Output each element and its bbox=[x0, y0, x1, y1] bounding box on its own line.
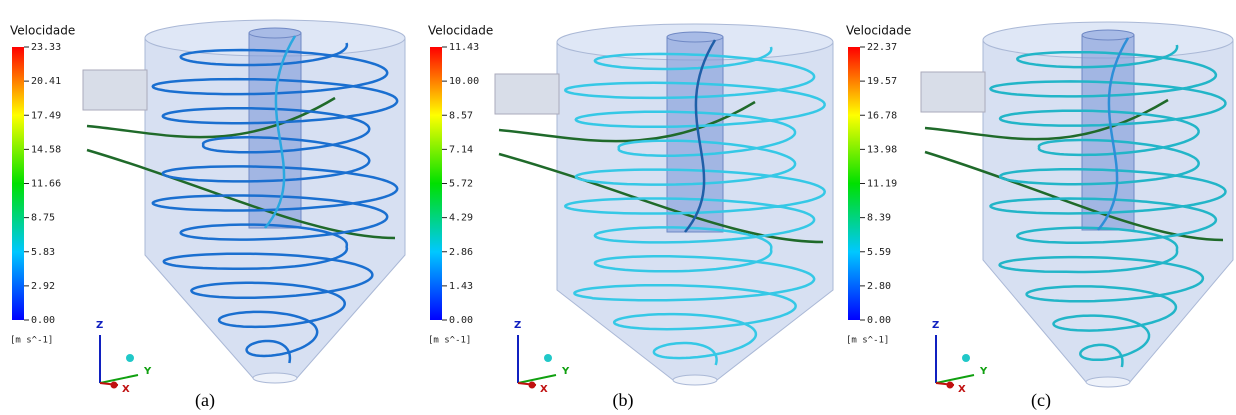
axis-origin bbox=[110, 381, 118, 389]
panel: Velocidade 22.37 19.57 16.78 13.98 11.19 8.39 5… bbox=[846, 21, 1234, 411]
axis-label-y: Y bbox=[143, 366, 152, 377]
streamline bbox=[264, 35, 297, 229]
color-bar bbox=[848, 47, 860, 320]
legend-tick-label: 2.80 bbox=[867, 281, 891, 292]
legend-tick-label: 4.29 bbox=[449, 213, 473, 224]
streamline bbox=[498, 100, 756, 143]
vortex-finder-top bbox=[1081, 29, 1135, 41]
streamline bbox=[684, 39, 717, 233]
legend-tick-label: 11.43 bbox=[449, 42, 479, 53]
streamline bbox=[86, 96, 336, 139]
view-marker bbox=[126, 354, 134, 362]
legend-tick-label: 8.39 bbox=[867, 213, 891, 224]
cyclone-outlet bbox=[672, 374, 718, 386]
streamline bbox=[563, 46, 826, 366]
vortex-finder-top bbox=[666, 31, 724, 43]
axis-label-x: X bbox=[540, 384, 548, 395]
axis-y bbox=[99, 374, 139, 384]
legend-tick-label: 0.00 bbox=[449, 315, 473, 326]
inlet-duct bbox=[920, 71, 986, 113]
streamline bbox=[1097, 37, 1130, 231]
legend-title: Velocidade bbox=[428, 24, 493, 38]
legend-tick-label: 11.66 bbox=[31, 179, 61, 190]
panel: Velocidade 23.33 20.41 17.49 14.58 11.66 8.75 5… bbox=[10, 19, 406, 411]
streamline bbox=[151, 42, 399, 364]
streamline bbox=[924, 98, 1169, 141]
axis-label-y: Y bbox=[561, 366, 570, 377]
legend-tick-label: 2.92 bbox=[31, 281, 55, 292]
axis-origin bbox=[946, 381, 954, 389]
cyclone-outlet bbox=[252, 372, 298, 384]
axis-label-x: X bbox=[122, 384, 130, 395]
legend-tick-label: 0.00 bbox=[867, 315, 891, 326]
axis-y bbox=[935, 374, 975, 384]
legend-tick-label: 10.00 bbox=[449, 76, 479, 87]
legend-tick-label: 5.83 bbox=[31, 247, 55, 258]
legend-tick-label: 8.75 bbox=[31, 213, 55, 224]
caption: (c) bbox=[1031, 390, 1051, 411]
view-marker bbox=[962, 354, 970, 362]
legend-tick-label: 23.33 bbox=[31, 42, 61, 53]
legend-unit: [m s^-1] bbox=[10, 336, 53, 346]
legend-tick-label: 5.72 bbox=[449, 179, 473, 190]
legend-tick-label: 1.43 bbox=[449, 281, 473, 292]
legend-tick-label: 17.49 bbox=[31, 110, 61, 121]
vortex-finder-top bbox=[248, 27, 302, 39]
legend-tick-label: 22.37 bbox=[867, 42, 897, 53]
streamline bbox=[989, 44, 1227, 368]
caption: (b) bbox=[613, 390, 634, 411]
legend-title: Velocidade bbox=[10, 24, 75, 38]
axis-label-z: Z bbox=[514, 320, 521, 331]
caption: (a) bbox=[195, 390, 215, 411]
color-bar bbox=[430, 47, 442, 320]
inlet-duct bbox=[494, 73, 560, 115]
axis-label-x: X bbox=[958, 384, 966, 395]
legend-tick-label: 8.57 bbox=[449, 110, 473, 121]
streamline bbox=[924, 150, 1224, 242]
streamline bbox=[86, 148, 396, 240]
axis-label-z: Z bbox=[932, 320, 939, 331]
color-bar bbox=[12, 47, 24, 320]
legend-unit: [m s^-1] bbox=[846, 336, 889, 346]
legend-tick-label: 11.19 bbox=[867, 179, 897, 190]
panel: Velocidade 11.43 10.00 8.57 7.14 5.72 4.29 2.86… bbox=[428, 23, 834, 411]
legend-tick-label: 5.59 bbox=[867, 247, 891, 258]
legend-tick-label: 19.57 bbox=[867, 76, 897, 87]
legend-unit: [m s^-1] bbox=[428, 336, 471, 346]
view-marker bbox=[544, 354, 552, 362]
axis-label-y: Y bbox=[979, 366, 988, 377]
legend-tick-label: 16.78 bbox=[867, 110, 897, 121]
cyclone-outlet bbox=[1085, 376, 1131, 388]
axis-y bbox=[517, 374, 557, 384]
legend-tick-label: 20.41 bbox=[31, 76, 61, 87]
legend-tick-label: 7.14 bbox=[449, 144, 473, 155]
legend-tick-label: 0.00 bbox=[31, 315, 55, 326]
inlet-duct bbox=[82, 69, 148, 111]
axis-label-z: Z bbox=[96, 320, 103, 331]
legend-title: Velocidade bbox=[846, 24, 911, 38]
legend-tick-label: 13.98 bbox=[867, 144, 897, 155]
legend-tick-label: 14.58 bbox=[31, 144, 61, 155]
axis-origin bbox=[528, 381, 536, 389]
legend-tick-label: 2.86 bbox=[449, 247, 473, 258]
